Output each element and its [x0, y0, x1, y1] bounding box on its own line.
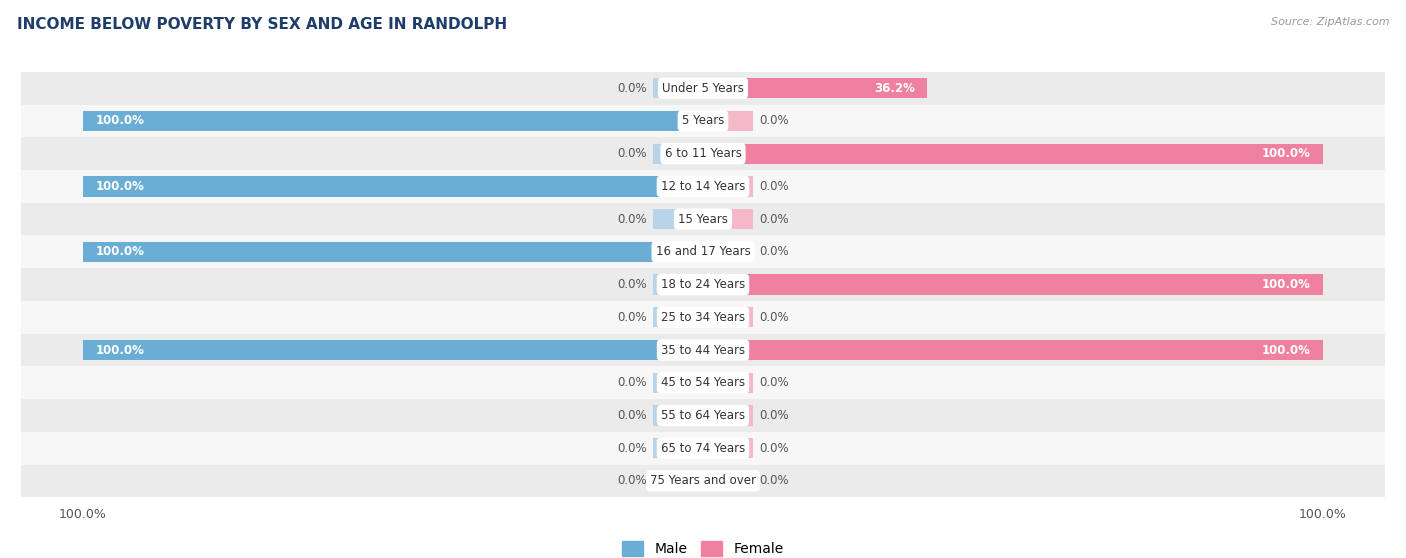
- Bar: [654, 111, 703, 131]
- Bar: [83, 176, 703, 196]
- Text: 100.0%: 100.0%: [1261, 344, 1310, 357]
- Bar: [83, 242, 703, 262]
- Bar: [703, 143, 1323, 164]
- Bar: [654, 78, 703, 98]
- Bar: [21, 72, 1385, 104]
- Text: 0.0%: 0.0%: [759, 114, 789, 127]
- Bar: [21, 170, 1385, 203]
- Bar: [21, 203, 1385, 235]
- Bar: [654, 373, 703, 393]
- Bar: [703, 373, 752, 393]
- Bar: [703, 209, 752, 229]
- Bar: [654, 405, 703, 426]
- Text: 0.0%: 0.0%: [617, 442, 647, 455]
- Bar: [21, 334, 1385, 367]
- Bar: [703, 78, 928, 98]
- Text: 100.0%: 100.0%: [96, 344, 145, 357]
- Text: 45 to 54 Years: 45 to 54 Years: [661, 376, 745, 389]
- Bar: [703, 307, 752, 328]
- Bar: [703, 111, 752, 131]
- Bar: [654, 209, 703, 229]
- Text: 100.0%: 100.0%: [96, 246, 145, 258]
- Text: Source: ZipAtlas.com: Source: ZipAtlas.com: [1271, 17, 1389, 27]
- Text: 16 and 17 Years: 16 and 17 Years: [655, 246, 751, 258]
- Bar: [703, 405, 752, 426]
- Text: 0.0%: 0.0%: [617, 409, 647, 422]
- Bar: [21, 104, 1385, 137]
- Text: 0.0%: 0.0%: [759, 246, 789, 258]
- Text: 6 to 11 Years: 6 to 11 Years: [665, 147, 741, 160]
- Bar: [83, 111, 703, 131]
- Bar: [21, 235, 1385, 268]
- Text: 0.0%: 0.0%: [617, 147, 647, 160]
- Bar: [654, 143, 703, 164]
- Text: 0.0%: 0.0%: [759, 213, 789, 225]
- Text: 0.0%: 0.0%: [759, 409, 789, 422]
- Bar: [21, 137, 1385, 170]
- Bar: [703, 340, 1323, 360]
- Bar: [654, 307, 703, 328]
- Text: Under 5 Years: Under 5 Years: [662, 81, 744, 95]
- Text: 0.0%: 0.0%: [617, 278, 647, 291]
- Bar: [83, 340, 703, 360]
- Text: 0.0%: 0.0%: [617, 474, 647, 488]
- Text: 0.0%: 0.0%: [617, 311, 647, 324]
- Text: 0.0%: 0.0%: [759, 442, 789, 455]
- Text: 0.0%: 0.0%: [759, 474, 789, 488]
- Text: 15 Years: 15 Years: [678, 213, 728, 225]
- Bar: [703, 438, 752, 458]
- Bar: [703, 78, 752, 98]
- Bar: [654, 176, 703, 196]
- Text: 75 Years and over: 75 Years and over: [650, 474, 756, 488]
- Bar: [654, 340, 703, 360]
- Text: 0.0%: 0.0%: [617, 213, 647, 225]
- Bar: [21, 399, 1385, 432]
- Text: INCOME BELOW POVERTY BY SEX AND AGE IN RANDOLPH: INCOME BELOW POVERTY BY SEX AND AGE IN R…: [17, 17, 508, 32]
- Bar: [703, 275, 1323, 295]
- Bar: [703, 471, 752, 491]
- Text: 36.2%: 36.2%: [875, 81, 915, 95]
- Text: 0.0%: 0.0%: [759, 376, 789, 389]
- Bar: [654, 242, 703, 262]
- Bar: [21, 465, 1385, 497]
- Text: 55 to 64 Years: 55 to 64 Years: [661, 409, 745, 422]
- Bar: [21, 268, 1385, 301]
- Text: 0.0%: 0.0%: [759, 180, 789, 193]
- Bar: [703, 340, 752, 360]
- Text: 65 to 74 Years: 65 to 74 Years: [661, 442, 745, 455]
- Legend: Male, Female: Male, Female: [623, 541, 783, 556]
- Bar: [703, 242, 752, 262]
- Bar: [703, 275, 752, 295]
- Bar: [21, 432, 1385, 465]
- Text: 5 Years: 5 Years: [682, 114, 724, 127]
- Text: 0.0%: 0.0%: [617, 81, 647, 95]
- Text: 100.0%: 100.0%: [96, 180, 145, 193]
- Text: 12 to 14 Years: 12 to 14 Years: [661, 180, 745, 193]
- Text: 0.0%: 0.0%: [759, 311, 789, 324]
- Bar: [654, 471, 703, 491]
- Text: 25 to 34 Years: 25 to 34 Years: [661, 311, 745, 324]
- Bar: [21, 301, 1385, 334]
- Text: 100.0%: 100.0%: [1261, 147, 1310, 160]
- Bar: [703, 143, 752, 164]
- Bar: [21, 367, 1385, 399]
- Text: 100.0%: 100.0%: [96, 114, 145, 127]
- Text: 35 to 44 Years: 35 to 44 Years: [661, 344, 745, 357]
- Bar: [654, 275, 703, 295]
- Text: 0.0%: 0.0%: [617, 376, 647, 389]
- Text: 18 to 24 Years: 18 to 24 Years: [661, 278, 745, 291]
- Bar: [654, 438, 703, 458]
- Bar: [703, 176, 752, 196]
- Text: 100.0%: 100.0%: [1261, 278, 1310, 291]
